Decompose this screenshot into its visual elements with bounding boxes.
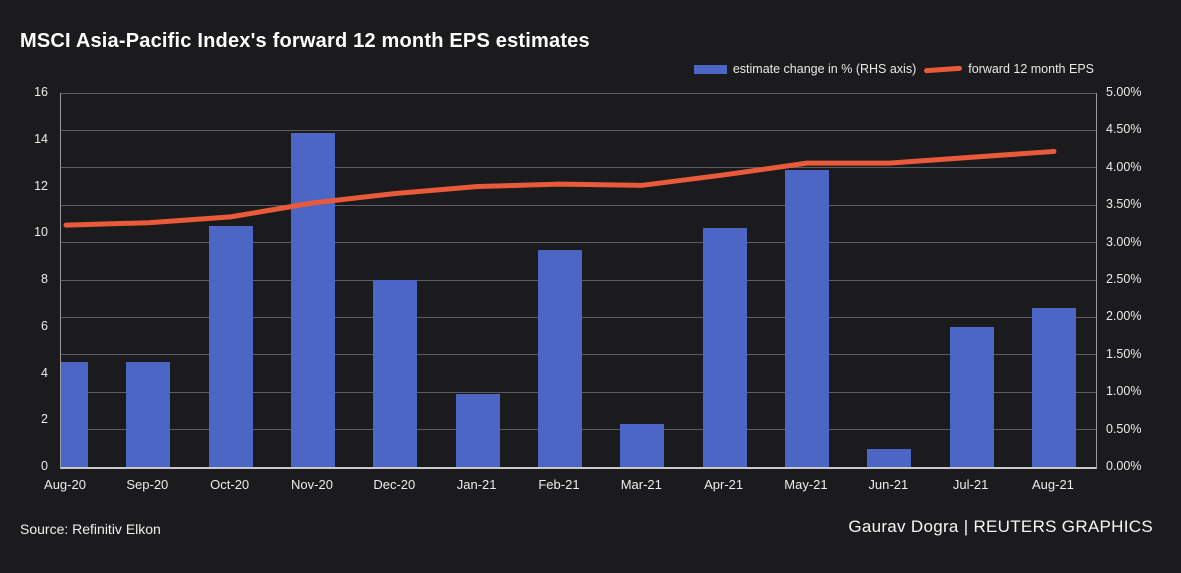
x-tick-Aug-20: Aug-20 — [44, 477, 86, 492]
credit-byline: Gaurav Dogra | REUTERS GRAPHICS — [848, 517, 1153, 536]
bar-Feb-21 — [537, 250, 582, 467]
eps-line-path — [63, 148, 1057, 228]
legend-item-bars: estimate change in % (RHS axis) — [693, 62, 917, 76]
right-tick-2.50%: 2.50% — [1106, 272, 1142, 286]
gridline-3.50% — [61, 204, 1096, 206]
right-tick-0.50%: 0.50% — [1106, 421, 1142, 436]
x-tick-Oct-20: Oct-20 — [210, 477, 250, 492]
left-tick-14: 14 — [34, 131, 48, 146]
x-tick-Jan-21: Jan-21 — [456, 477, 497, 492]
right-tick-1.50%: 1.50% — [1106, 346, 1142, 361]
left-tick-16: 16 — [34, 85, 48, 99]
right-tick-0.00%: 0.00% — [1106, 459, 1142, 473]
bar-Dec-20 — [373, 280, 418, 467]
plot-area — [60, 93, 1097, 469]
bar-Oct-20 — [208, 226, 253, 467]
legend: estimate change in % (RHS axis) forward … — [693, 62, 1094, 76]
bar-Nov-20 — [290, 133, 335, 467]
right-tick-2.00%: 2.00% — [1106, 309, 1142, 324]
x-tick-Jun-21: Jun-21 — [868, 477, 909, 492]
left-tick-6: 6 — [41, 318, 48, 333]
x-tick-May-21: May-21 — [784, 477, 828, 492]
legend-label-bars: estimate change in % (RHS axis) — [732, 62, 917, 76]
gridline-4.00% — [61, 167, 1096, 169]
right-tick-4.50%: 4.50% — [1106, 122, 1142, 137]
x-tick-Nov-20: Nov-20 — [291, 477, 333, 492]
left-tick-2: 2 — [41, 412, 48, 427]
x-tick-Feb-21: Feb-21 — [538, 477, 580, 492]
left-tick-4: 4 — [41, 365, 48, 380]
source-note: Source: Refinitiv Elkon — [20, 521, 161, 537]
left-tick-0: 0 — [41, 459, 48, 473]
x-tick-Jul-21: Jul-21 — [952, 477, 989, 492]
bar-May-21 — [784, 170, 829, 467]
bar-Jun-21 — [867, 449, 912, 467]
eps-line — [63, 148, 1057, 228]
right-tick-5.00%: 5.00% — [1106, 85, 1142, 99]
bar-series-swatch-icon — [693, 64, 727, 74]
x-tick-Mar-21: Mar-21 — [620, 477, 662, 492]
bar-Jan-21 — [455, 394, 500, 467]
x-tick-Sep-20: Sep-20 — [126, 477, 169, 492]
chart-title: MSCI Asia-Pacific Index's forward 12 mon… — [20, 30, 590, 52]
bar-Apr-21 — [702, 227, 747, 467]
legend-item-line: forward 12 month EPS — [924, 62, 1094, 76]
x-tick-Aug-21: Aug-21 — [1031, 477, 1074, 492]
bar-Mar-21 — [620, 423, 665, 467]
gridline-4.50% — [61, 129, 1096, 131]
gridline-5.00% — [61, 93, 1096, 94]
bar-Aug-20 — [61, 362, 88, 467]
right-tick-3.00%: 3.00% — [1106, 234, 1142, 249]
left-tick-8: 8 — [41, 272, 48, 286]
gridline-3.00% — [61, 242, 1096, 244]
right-tick-3.50%: 3.50% — [1106, 197, 1142, 212]
bar-Jul-21 — [949, 327, 994, 467]
right-tick-4.00%: 4.00% — [1106, 159, 1142, 174]
x-tick-Apr-21: Apr-21 — [704, 477, 744, 492]
line-series-swatch-icon — [924, 65, 963, 73]
left-tick-12: 12 — [34, 178, 48, 193]
bar-Sep-20 — [126, 362, 171, 467]
bar-Aug-21 — [1031, 308, 1076, 467]
right-tick-1.00%: 1.00% — [1106, 384, 1142, 399]
legend-label-line: forward 12 month EPS — [968, 62, 1094, 76]
x-tick-Dec-20: Dec-20 — [373, 477, 416, 492]
left-tick-10: 10 — [34, 225, 48, 240]
